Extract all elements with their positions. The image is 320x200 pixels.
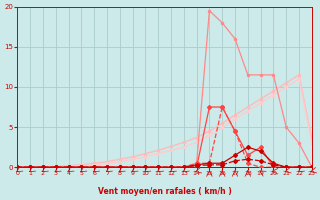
- X-axis label: Vent moyen/en rafales ( km/h ): Vent moyen/en rafales ( km/h ): [98, 187, 231, 196]
